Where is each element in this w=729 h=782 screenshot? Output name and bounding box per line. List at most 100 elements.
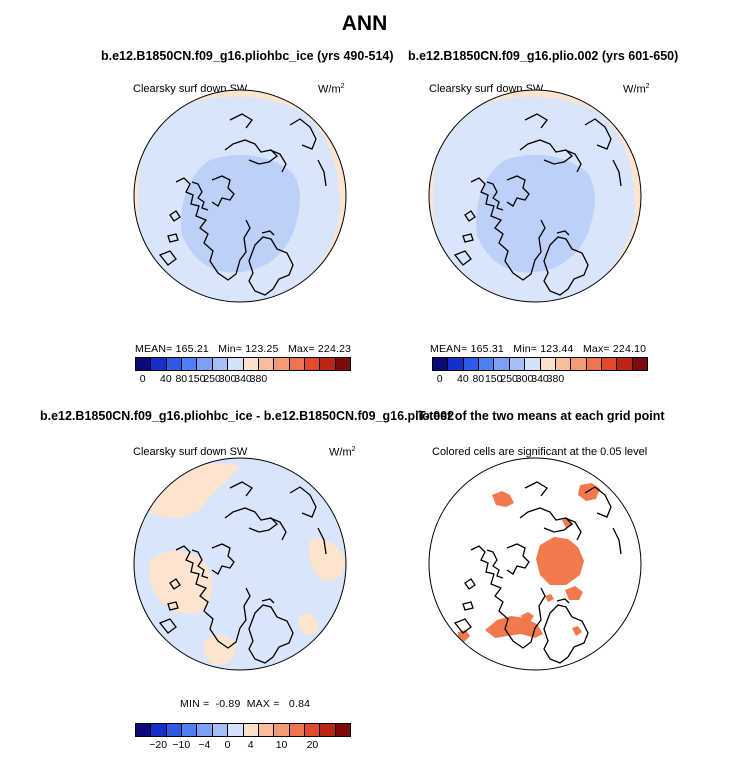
colorbar-swatch (494, 358, 510, 370)
colorbar-swatch (136, 724, 152, 736)
colorbar-swatch (212, 358, 229, 370)
colorbar-labels: 0 40 80 150 250 300 340 380 (135, 371, 351, 385)
panel-1-units: W/m2 (318, 83, 345, 96)
panel-2-units: W/m2 (623, 83, 650, 96)
colorbar-tick-label: 80 (472, 373, 485, 385)
map-panel-4 (429, 458, 641, 670)
colorbar-labels: 0 40 80 150 250 300 340 380 (432, 371, 648, 385)
page-title: ANN (341, 12, 388, 35)
panel-2-colorbar: 0 40 80 150 250 300 340 380 (432, 357, 648, 385)
map-panel-4-border (428, 457, 642, 671)
colorbar-swatch (335, 724, 351, 736)
panel-1-stats: MEAN= 165.21 Min= 123.25 Max= 224.23 (135, 343, 352, 355)
colorbar-tick-label: 80 (175, 373, 188, 385)
colorbar-tick-label: 380 (546, 373, 565, 385)
blank-background (429, 458, 641, 670)
colorbar-tick-label: 300 (515, 373, 534, 385)
warm-patch (298, 613, 319, 635)
colorbar-tick-label: 10 (275, 739, 288, 751)
colorbar-swatch (448, 358, 464, 370)
central-region (181, 154, 300, 273)
colorbar-swatch (228, 724, 244, 736)
colorbar-swatch (197, 358, 213, 370)
colorbar-swatch (151, 724, 167, 736)
colorbar-swatch (304, 358, 321, 370)
colorbar-tick-label: −10 (172, 739, 191, 751)
coastlines (453, 481, 622, 664)
colorbar-tick-label: 150 (187, 373, 206, 385)
colorbar-swatch (197, 724, 213, 736)
colorbar-tick-label: 380 (249, 373, 268, 385)
panel-3-case-title: b.e12.B1850CN.f09_g16.pliohbc_ice - b.e1… (40, 409, 455, 423)
colorbar-swatch (228, 358, 244, 370)
panel-1-colorbar: 0 40 80 150 250 300 340 380 (135, 357, 351, 385)
colorbar-swatch (320, 358, 336, 370)
colorbar-swatch (274, 724, 290, 736)
panel-3-variable-label: Clearsky surf down SW (133, 446, 248, 458)
colorbar-swatch (212, 724, 229, 736)
map-panel-3-border (133, 457, 347, 671)
colorbar-swatch (571, 358, 587, 370)
colorbar-tick-label: 0 (139, 373, 146, 385)
colorbar-tick-label: 300 (218, 373, 237, 385)
colorbar-swatches (135, 723, 351, 737)
central-region (476, 154, 595, 273)
panel-1-case-title: b.e12.B1850CN.f09_g16.pliohbc_ice (yrs 4… (101, 49, 394, 63)
panel-4-variable-label: Colored cells are significant at the 0.0… (432, 446, 648, 458)
panel-4-case-title: T-test of the two means at each grid poi… (418, 409, 665, 423)
colorbar-swatch (304, 724, 321, 736)
colorbar-swatch (555, 358, 572, 370)
warm-patch (203, 635, 236, 666)
colorbar-tick-label: 4 (247, 739, 254, 751)
colorbar-swatch (289, 358, 305, 370)
warm-patch (149, 550, 212, 614)
panel-2-stats: MEAN= 165.31 Min= 123.44 Max= 224.10 (430, 343, 647, 355)
panel-3-stats: MIN = -0.89 MAX = 0.84 (180, 698, 311, 710)
panel-2-case-title: b.e12.B1850CN.f09_g16.plio.002 (yrs 601-… (408, 49, 679, 63)
colorbar-tick-label: 340 (234, 373, 252, 385)
colorbar-swatch (525, 358, 541, 370)
colorbar-swatch (509, 358, 526, 370)
colorbar-tick-label: 40 (160, 373, 172, 385)
colorbar-swatch (151, 358, 167, 370)
coastlines (158, 113, 327, 296)
colorbar-swatch (182, 358, 198, 370)
panel-3-units: W/m2 (329, 446, 356, 459)
colorbar-swatch (258, 724, 275, 736)
colorbar-swatch (617, 358, 633, 370)
colorbar-tick-label: 40 (457, 373, 469, 385)
colorbar-swatch (289, 724, 305, 736)
colorbar-tick-label: 0 (224, 739, 231, 751)
coastlines (453, 113, 622, 296)
colorbar-swatch (243, 724, 259, 736)
colorbar-swatch (463, 358, 480, 370)
coastlines (158, 481, 327, 664)
colorbar-tick-label: 150 (484, 373, 503, 385)
colorbar-swatch (136, 358, 152, 370)
colorbar-tick-label: 250 (203, 373, 221, 385)
colorbar-tick-label: 0 (436, 373, 443, 385)
colorbar-tick-label: 250 (500, 373, 518, 385)
colorbar-swatch (479, 358, 495, 370)
map-panel-1 (134, 90, 346, 302)
colorbar-swatch (586, 358, 602, 370)
colorbar-swatch (182, 724, 198, 736)
warm-patch (308, 538, 345, 582)
colorbar-tick-label: 20 (306, 739, 319, 751)
colorbar-swatch (433, 358, 449, 370)
colorbar-swatch (632, 358, 648, 370)
colorbar-swatch (243, 358, 259, 370)
map-panel-2-border (428, 89, 642, 303)
panel-3-colorbar: −20 −10 −4 0 4 10 20 (135, 723, 351, 751)
colorbar-swatch (258, 358, 275, 370)
colorbar-tick-label: 340 (531, 373, 549, 385)
colorbar-swatch (166, 358, 183, 370)
colorbar-swatch (320, 724, 336, 736)
colorbar-swatch (335, 358, 351, 370)
colorbar-swatches (432, 357, 648, 371)
colorbar-tick-label: −4 (198, 739, 211, 751)
map-panel-2 (429, 90, 641, 302)
colorbar-swatch (540, 358, 556, 370)
colorbar-swatches (135, 357, 351, 371)
